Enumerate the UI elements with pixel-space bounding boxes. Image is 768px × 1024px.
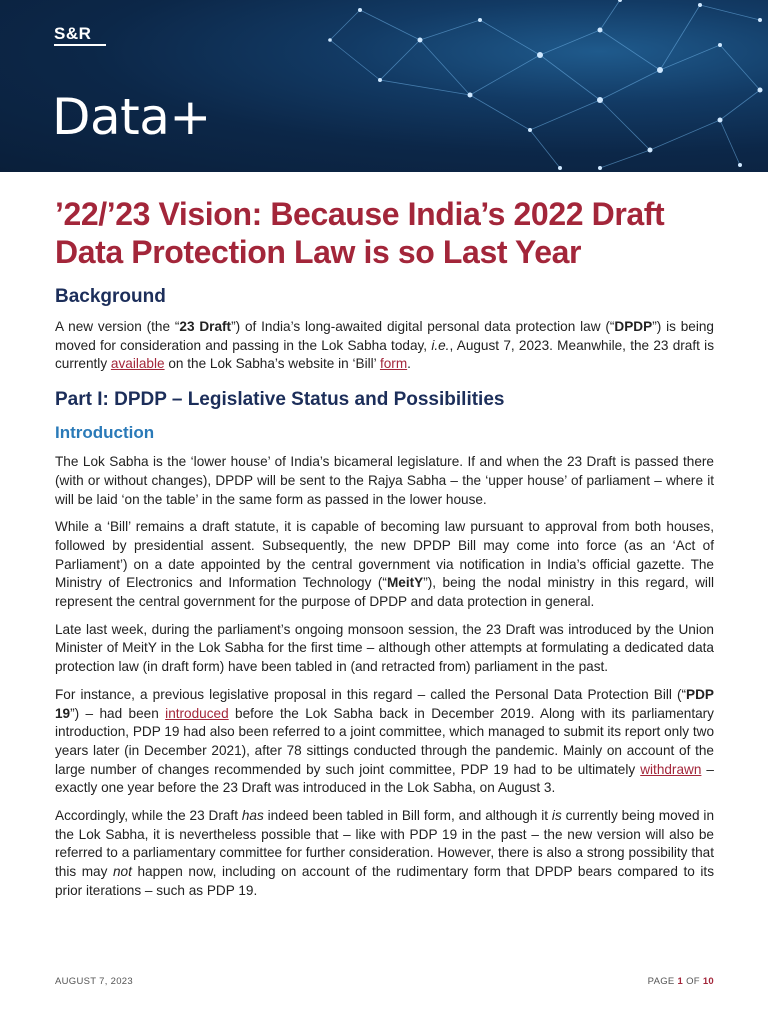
available-link[interactable]: available (110, 356, 165, 372)
page-current: 1 (677, 976, 684, 987)
footer-page-number: PAGE 1 OF 10 (648, 976, 714, 987)
article-title: ’22/’23 Vision: Because India’s 2022 Dra… (55, 196, 665, 270)
text-run: on the Lok Sabha’s website in ‘Bill’ (164, 356, 380, 372)
logo-underline (54, 44, 106, 46)
paragraph-lok-sabha: The Lok Sabha is the ‘lower house’ of In… (55, 454, 714, 507)
term-23-draft: 23 Draft (179, 319, 232, 334)
text-run: – exactly one year before the 23 Draft w… (55, 761, 714, 796)
text-run: . (407, 356, 411, 372)
italic-is: is (551, 808, 562, 824)
text-run: While a ‘Bill’ remains a draft statute, … (55, 519, 714, 591)
term-pdp19: PDP 19 (55, 686, 714, 721)
text-run: ”) of India’s long-awaited digital perso… (231, 319, 615, 334)
term-meity: MeitY (386, 575, 424, 591)
withdrawn-link[interactable]: withdrawn (640, 761, 702, 777)
italic-has: has (241, 808, 264, 824)
page-label: PAGE (647, 976, 675, 987)
text-run: currently being moved in the Lok Sabha, … (55, 808, 715, 880)
text-run: For instance, a previous legislative pro… (55, 686, 687, 702)
italic-ie: i.e. (431, 337, 450, 353)
brand-title: Data+ (52, 88, 211, 146)
text-run: happen now, including on account of the … (55, 864, 714, 898)
text-run: indeed been tabled in Bill form, and alt… (263, 808, 552, 824)
text-run: Accordingly, while the 23 Draft (55, 808, 242, 824)
network-graphic (328, 0, 763, 170)
text-run: before the Lok Sabha back in December 20… (55, 705, 714, 777)
term-dpdp: DPDP (614, 319, 653, 334)
introduced-link[interactable]: introduced (165, 705, 229, 721)
paragraph-bill: While a ‘Bill’ remains a draft statute, … (55, 518, 714, 612)
page-total: 10 (702, 976, 714, 987)
page-of: OF (686, 976, 700, 987)
italic-not: not (112, 864, 132, 880)
article-body: ’22/’23 Vision: Because India’s 2022 Dra… (55, 195, 714, 901)
background-paragraph: A new version (the “23 Draft”) of India’… (55, 318, 714, 374)
paragraph-pdp19: For instance, a previous legislative pro… (55, 686, 714, 798)
paragraph-accordingly: Accordingly, while the 23 Draft has inde… (55, 807, 714, 901)
text-run: ”) is being moved for consideration and … (55, 319, 714, 353)
introduction-heading: Introduction (55, 423, 155, 443)
text-run: A new version (the “ (55, 319, 180, 334)
text-run: ”) – had been (70, 705, 166, 721)
header-banner: S&R Data+ (0, 0, 768, 172)
text-run: , August 7, 2023. Meanwhile, the 23 draf… (55, 337, 714, 372)
text-run: ”), being the nodal ministry in this reg… (55, 575, 714, 610)
part1-heading: Part I: DPDP – Legislative Status and Po… (55, 389, 505, 411)
sr-logo: S&R (54, 24, 92, 43)
background-heading: Background (55, 286, 166, 307)
form-link[interactable]: form (379, 356, 408, 372)
footer-date: AUGUST 7, 2023 (55, 976, 133, 987)
paragraph-monsoon-session: Late last week, during the parliament’s … (55, 621, 714, 675)
